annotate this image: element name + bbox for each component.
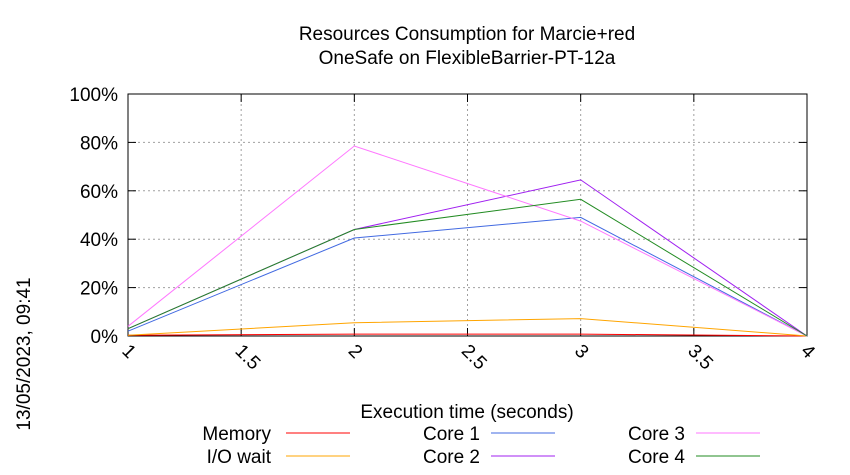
timestamp-label: 13/05/2023, 09:41: [14, 277, 35, 430]
series-line-core-1: [127, 216, 808, 337]
y-tick-label: 100%: [69, 85, 118, 106]
legend-label: I/O wait: [207, 447, 272, 468]
x-axis-label: Execution time (seconds): [360, 402, 573, 423]
y-tick-label: 0%: [91, 327, 119, 348]
series-lines: [127, 145, 808, 337]
series-line-core-3: [127, 145, 808, 337]
y-tick-label: 20%: [80, 279, 118, 300]
series-line-i-o-wait: [127, 318, 808, 337]
x-tick-label: 3.5: [683, 341, 717, 375]
legend-label: Core 3: [628, 424, 685, 445]
series-line-core-4: [127, 198, 808, 337]
series-line-core-2: [127, 179, 808, 337]
y-tick-label: 40%: [80, 230, 118, 251]
legend-label: Memory: [202, 424, 271, 445]
series-line-memory: [127, 333, 808, 337]
legend-label: Core 1: [423, 424, 480, 445]
legend-label: Core 4: [628, 447, 685, 468]
x-tick-label: 2: [344, 341, 366, 363]
chart-title-line-1: Resources Consumption for Marcie+red: [299, 24, 635, 45]
chart-title-line-2: OneSafe on FlexibleBarrier-PT-12a: [319, 48, 616, 69]
y-tick-label: 80%: [80, 133, 118, 154]
grid: [128, 94, 807, 336]
x-tick-label: 4: [796, 341, 819, 364]
y-tick-label: 60%: [80, 182, 118, 203]
x-tick-label: 1: [117, 341, 139, 363]
x-tick-label: 1.5: [231, 341, 265, 375]
legend-label: Core 2: [423, 447, 480, 468]
x-tick-label: 2.5: [457, 341, 491, 375]
x-tick-label: 3: [570, 341, 592, 363]
